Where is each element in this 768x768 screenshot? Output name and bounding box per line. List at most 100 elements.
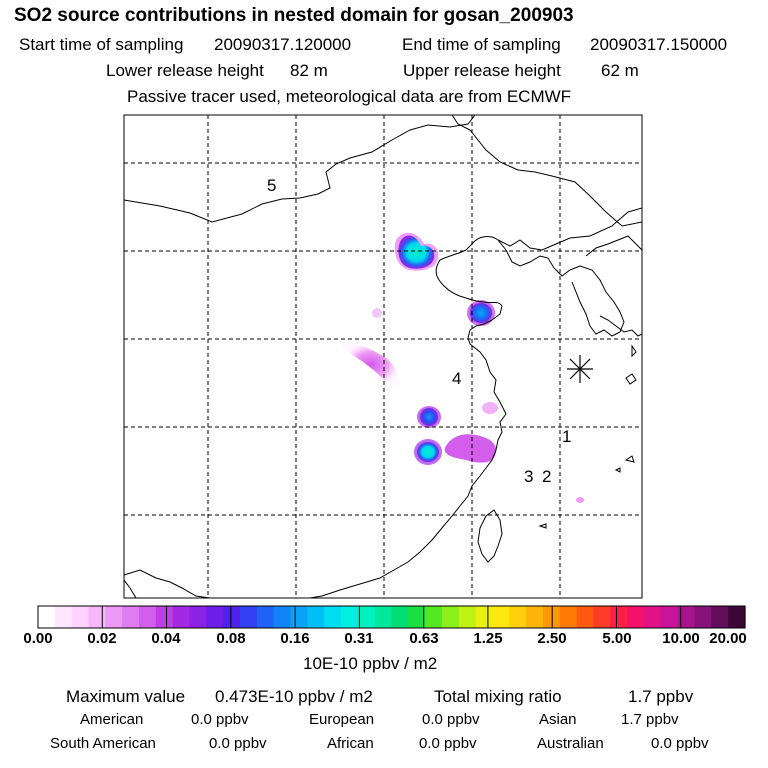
colorbar-label: 0.00 [23, 630, 53, 647]
colorbar-label: 0.08 [216, 630, 246, 647]
colorbar-swatch [425, 606, 443, 628]
asian-label: Asian [539, 711, 577, 728]
start-time-value: 20090317.120000 [214, 35, 352, 54]
colorbar-label: 5.00 [602, 630, 632, 647]
asian-value: 1.7 ppbv [621, 711, 679, 728]
taiwan [477, 509, 503, 563]
total-mixing-label: Total mixing ratio [434, 687, 562, 706]
colorbar-swatch [593, 606, 611, 628]
colorbar-swatch [324, 606, 342, 628]
colorbar-swatch [694, 606, 712, 628]
australian-value: 0.0 ppbv [651, 735, 709, 752]
colorbar-swatch [391, 606, 409, 628]
coastlines [124, 115, 642, 598]
colorbar-swatch [307, 606, 325, 628]
asterisk-stroke [569, 358, 591, 380]
plume-haze [372, 308, 382, 318]
map-area: 5 4 1 3 2 [124, 115, 642, 598]
region-label-2: 2 [542, 467, 551, 486]
african-label: African [327, 735, 374, 752]
map-frame [123, 114, 643, 599]
colorbar-label: 0.02 [87, 630, 117, 647]
korea-coast [599, 315, 642, 337]
colorbar [38, 606, 746, 628]
japan-coast [625, 373, 637, 385]
colorbar-swatch [458, 606, 477, 628]
plume-haze [482, 402, 498, 414]
colorbar-swatch [610, 606, 628, 628]
colorbar-swatch [677, 606, 696, 628]
colorbar-label: 0.16 [280, 630, 310, 647]
japan-coast [631, 344, 637, 358]
colorbar-swatch [509, 606, 527, 628]
region-label-1: 1 [562, 427, 571, 446]
european-label: European [309, 711, 375, 728]
colorbar-swatch [240, 606, 258, 628]
colorbar-swatch [442, 606, 460, 628]
plume-henan [420, 408, 438, 426]
australian-label: Australian [537, 735, 604, 752]
map-title: SO2 source contributions in nested domai… [14, 5, 574, 26]
lat-lon-grid [124, 115, 642, 598]
plume-beijing [398, 235, 435, 269]
colorbar-swatch [71, 606, 90, 628]
shandong-coast [309, 305, 507, 598]
south-american-label: South American [50, 735, 156, 752]
colorbar-frame [37, 605, 746, 629]
colorbar-swatch [374, 606, 393, 628]
ryukyu-islands [538, 455, 635, 529]
colorbar-swatch [189, 606, 207, 628]
colorbar-swatch [54, 606, 73, 628]
mongolia-border [124, 115, 476, 223]
plume-haze [444, 434, 497, 463]
american-value: 0.0 ppbv [191, 711, 249, 728]
region-label-3: 3 [524, 467, 533, 486]
colorbar-label: 0.04 [151, 630, 181, 647]
colorbar-swatch [88, 606, 106, 628]
south-american-value: 0.0 ppbv [209, 735, 267, 752]
upper-release-value: 62 m [601, 61, 639, 80]
american-label: American [80, 711, 144, 728]
plume-shandong [470, 303, 492, 323]
end-time-label: End time of sampling [402, 35, 561, 54]
colorbar-swatch [660, 606, 679, 628]
colorbar-swatch [341, 606, 359, 628]
colorbar-swatch [206, 606, 224, 628]
colorbar-swatch [122, 606, 140, 628]
colorbar-label: 0.63 [409, 630, 439, 647]
colorbar-label: 10.00 [662, 630, 700, 647]
european-value: 0.0 ppbv [422, 711, 480, 728]
region-labels: 5 4 1 3 2 [267, 176, 571, 486]
plume-anhui [417, 442, 439, 462]
colorbar-swatch [728, 606, 746, 628]
colorbar-swatch [357, 606, 376, 628]
plume-haze [576, 497, 584, 503]
colorbar-swatch [559, 606, 578, 628]
max-value: 0.473E-10 ppbv / m2 [215, 687, 373, 706]
african-value: 0.0 ppbv [419, 735, 477, 752]
tracer-note: Passive tracer used, meteorological data… [127, 87, 572, 106]
colorbar-label: 0.31 [344, 630, 374, 647]
colorbar-swatch [223, 606, 241, 628]
southwest-border [124, 569, 211, 598]
korea-border [497, 207, 642, 251]
region-label-4: 4 [452, 369, 461, 388]
colorbar-swatch [408, 606, 426, 628]
colorbar-unit: 10E-10 ppbv / m2 [303, 654, 438, 673]
colorbar-swatch [172, 606, 191, 628]
colorbar-swatch [38, 606, 56, 628]
southwest-border [124, 579, 137, 598]
colorbar-swatch [526, 606, 544, 628]
upper-release-label: Upper release height [403, 61, 561, 80]
concentration-plumes [342, 232, 584, 503]
end-time-value: 20090317.150000 [590, 35, 728, 54]
total-mixing-value: 1.7 ppbv [628, 687, 694, 706]
max-value-label: Maximum value [66, 687, 186, 706]
colorbar-swatch [627, 606, 645, 628]
colorbar-swatch [256, 606, 275, 628]
plume-haze [342, 342, 400, 387]
colorbar-swatch [475, 606, 494, 628]
colorbar-swatch [155, 606, 174, 628]
colorbar-swatch [273, 606, 292, 628]
colorbar-swatch [290, 606, 308, 628]
